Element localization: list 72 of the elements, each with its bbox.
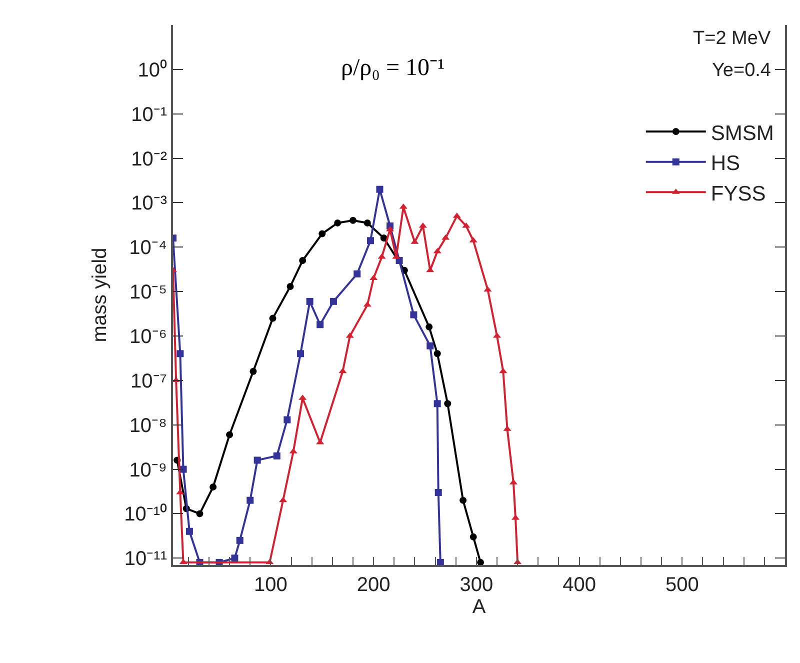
point: [426, 342, 434, 350]
x-tick-label: 500: [665, 574, 699, 596]
point: [254, 456, 261, 464]
point: [286, 283, 294, 290]
y-tick-label: 10⁻¹⁰: [124, 502, 167, 526]
point: [246, 496, 254, 504]
point: [354, 270, 361, 278]
point: [179, 558, 188, 564]
x-tick-label: 200: [356, 574, 390, 596]
point: [426, 323, 433, 330]
point: [338, 368, 347, 374]
point: [306, 298, 314, 305]
annotation: ρ/ρ₀ = 10⁻¹: [341, 55, 445, 81]
x-tick-label: 100: [254, 574, 288, 596]
point: [376, 186, 384, 193]
y-tick-label: 10⁰: [138, 58, 167, 82]
point: [499, 368, 508, 374]
y-tick-label: 10⁻³: [131, 192, 168, 215]
y-tick-label: 10⁻⁷: [130, 370, 167, 392]
y-tick-label: 10⁻⁹: [129, 459, 167, 482]
point: [346, 332, 354, 338]
point: [269, 314, 276, 322]
point: [434, 350, 441, 358]
point: [316, 321, 324, 328]
y-tick-label: 10⁻¹: [131, 104, 168, 126]
y-tick-label: 10⁻⁸: [129, 414, 167, 437]
point: [226, 431, 234, 438]
point: [433, 248, 442, 254]
x-tick-label: 300: [460, 574, 494, 596]
legend-label: HS: [710, 152, 740, 176]
point: [460, 496, 467, 504]
y-tick-label: 10⁻⁵: [129, 282, 167, 304]
legend-label: FYSS: [710, 182, 766, 206]
point: [196, 510, 204, 518]
point: [186, 528, 193, 535]
point: [297, 350, 304, 358]
y-axis-title: mass yield: [89, 248, 112, 342]
point: [350, 216, 356, 224]
point: [434, 400, 441, 408]
point: [284, 416, 291, 424]
point: [299, 257, 306, 264]
point: [378, 253, 386, 259]
point: [436, 558, 444, 565]
point: [470, 533, 477, 540]
point: [462, 222, 470, 228]
annotation: Ye=0.4: [712, 60, 772, 81]
y-tick-label: 10⁻⁶: [130, 326, 167, 348]
point: [364, 219, 371, 226]
point: [273, 452, 280, 460]
point: [444, 400, 452, 408]
point: [363, 301, 372, 307]
point: [318, 230, 326, 238]
point: [236, 536, 244, 544]
point: [334, 219, 342, 226]
x-axis-title: A: [472, 596, 486, 618]
point: [410, 311, 418, 318]
y-tick-label: 10⁻⁴: [129, 237, 167, 260]
point: [279, 496, 288, 502]
x-tick-label: 400: [562, 574, 596, 596]
point: [250, 368, 257, 375]
annotation: T=2 MeV: [693, 28, 771, 49]
point: [477, 558, 484, 565]
legend-label: SMSM: [710, 122, 774, 145]
point: [210, 483, 217, 490]
point: [231, 554, 238, 562]
point: [434, 488, 442, 496]
y-tick-label: 10⁻¹¹: [124, 548, 168, 570]
point: [418, 222, 427, 228]
point: [366, 237, 374, 244]
point: [330, 298, 337, 305]
y-tick-label: 10⁻²: [131, 148, 168, 170]
point: [176, 350, 184, 358]
